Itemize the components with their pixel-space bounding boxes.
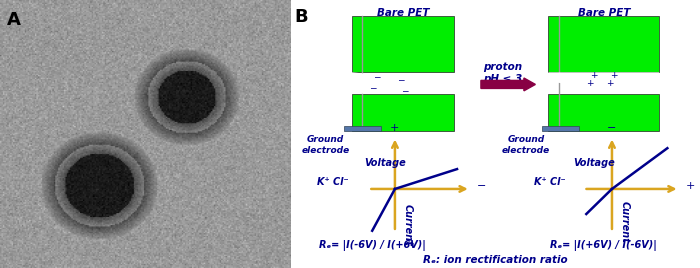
Text: +: + [586,79,593,88]
Text: Current: Current [620,201,629,243]
Text: −: − [477,181,486,191]
Text: −: − [372,72,380,81]
Text: −: − [398,75,405,84]
Text: K⁺ Cl⁻: K⁺ Cl⁻ [534,177,566,187]
Text: +: + [606,79,614,88]
Text: −: − [401,86,409,95]
Bar [549,16,659,72]
Text: proton: proton [483,62,522,72]
Text: Bare PET: Bare PET [578,8,630,18]
Bar [344,126,381,131]
Text: +: + [590,70,597,80]
Polygon shape [549,72,659,94]
Text: Current: Current [402,204,412,245]
Bar [542,126,579,131]
Text: +: + [610,71,618,80]
Polygon shape [352,72,454,94]
Text: +: + [686,181,695,191]
Text: Bare PET: Bare PET [377,8,429,18]
Text: B: B [295,8,308,26]
Text: −: − [369,83,376,92]
Bar [549,94,659,131]
Text: Rₑ= |I(-6V) / I(+6V)|: Rₑ= |I(-6V) / I(+6V)| [319,240,426,251]
FancyArrow shape [481,78,536,91]
Text: Rₑ= |I(+6V) / I(-6V)|: Rₑ= |I(+6V) / I(-6V)| [550,240,657,251]
Text: −: − [608,123,617,133]
Text: K⁺ Cl⁻: K⁺ Cl⁻ [317,177,349,187]
Text: Voltage: Voltage [364,158,406,168]
Polygon shape [352,94,454,131]
Text: pH ≤ 3: pH ≤ 3 [483,74,522,84]
Text: A: A [7,11,21,29]
Text: Ground
electrode: Ground electrode [502,135,550,155]
Text: Rₑ: ion rectification ratio: Rₑ: ion rectification ratio [423,255,568,265]
Text: Voltage: Voltage [573,158,615,168]
Text: Ground
electrode: Ground electrode [301,135,349,155]
Bar [352,16,454,72]
Text: +: + [390,123,400,133]
